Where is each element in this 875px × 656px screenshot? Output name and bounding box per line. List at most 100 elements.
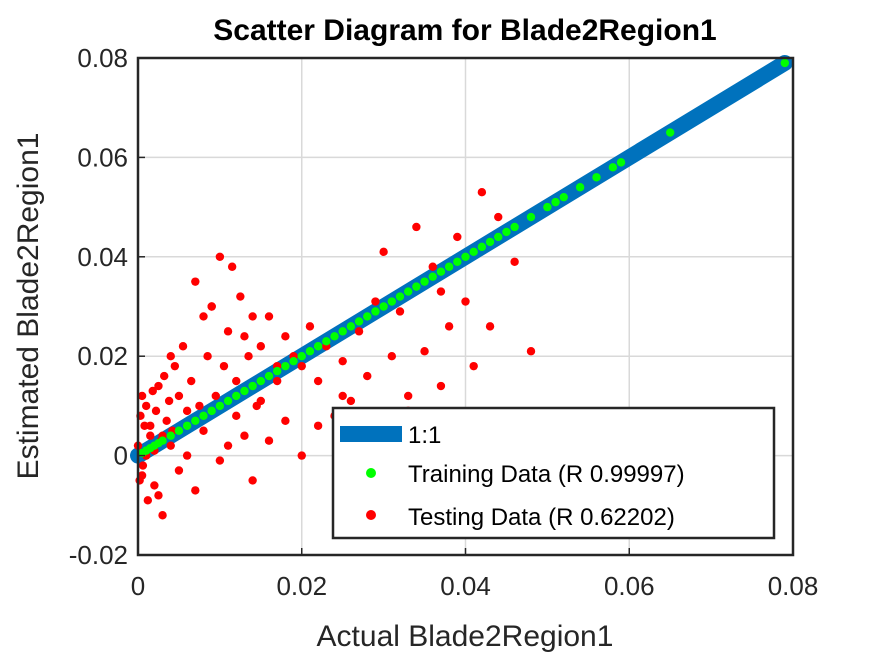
testing-point — [510, 257, 519, 266]
training-point — [608, 163, 618, 172]
training-point — [444, 262, 454, 271]
legend-marker-training — [366, 468, 376, 478]
training-point — [428, 272, 437, 281]
testing-point — [178, 342, 188, 351]
testing-point — [281, 332, 290, 341]
y-tick-label: 0.02 — [77, 341, 128, 371]
testing-point — [219, 361, 229, 371]
training-point — [199, 411, 208, 421]
testing-point — [199, 426, 208, 435]
testing-point — [150, 481, 159, 490]
data-series — [130, 54, 793, 520]
legend-marker-testing — [366, 510, 376, 520]
x-tick-label: 0.06 — [604, 571, 655, 601]
testing-point — [195, 401, 204, 411]
training-point — [387, 297, 397, 306]
training-point — [485, 237, 495, 247]
series-2 — [133, 187, 536, 520]
testing-point — [160, 371, 169, 381]
testing-point — [436, 287, 446, 296]
testing-point — [203, 352, 212, 361]
x-tick-label: 0.02 — [276, 571, 327, 601]
testing-point — [248, 312, 257, 321]
testing-point — [240, 431, 249, 440]
testing-point — [248, 476, 257, 485]
legend-label-line: 1:1 — [408, 422, 441, 449]
legend-label-training: Training Data (R 0.99997) — [408, 461, 685, 488]
testing-point — [313, 376, 323, 386]
testing-point — [207, 302, 216, 311]
training-point — [420, 277, 429, 286]
y-axis-label: Estimated Blade2Region1 — [12, 133, 45, 480]
testing-point — [191, 486, 200, 495]
training-point — [313, 342, 323, 351]
testing-point — [162, 416, 171, 426]
training-point — [166, 431, 175, 440]
testing-point — [174, 391, 184, 401]
testing-point — [151, 406, 161, 416]
training-point — [551, 197, 560, 207]
testing-point — [461, 297, 470, 306]
testing-point — [305, 322, 315, 331]
training-point — [322, 337, 331, 346]
testing-point — [199, 312, 208, 321]
training-point — [264, 371, 274, 381]
testing-point — [363, 371, 372, 381]
testing-point — [187, 376, 196, 386]
training-point — [575, 183, 585, 192]
testing-point — [191, 277, 200, 286]
training-point — [403, 287, 413, 296]
testing-point — [281, 416, 290, 426]
training-point — [494, 232, 503, 242]
testing-point — [215, 456, 225, 465]
testing-point — [170, 361, 180, 371]
training-point — [305, 347, 315, 356]
testing-point — [412, 222, 421, 232]
testing-point — [256, 396, 266, 406]
training-point — [780, 58, 790, 68]
training-point — [502, 227, 511, 237]
y-tick-label: 0.06 — [77, 142, 128, 172]
training-point — [379, 302, 388, 311]
testing-point — [264, 436, 274, 445]
training-point — [354, 317, 364, 326]
training-point — [182, 421, 192, 430]
training-point — [469, 247, 478, 257]
testing-point — [154, 381, 163, 391]
training-point — [297, 352, 306, 361]
y-tick-label: 0.04 — [77, 242, 128, 272]
training-point — [510, 222, 519, 232]
testing-point — [313, 421, 323, 430]
training-point — [559, 192, 568, 202]
x-tick-label: 0.04 — [440, 571, 491, 601]
testing-point — [227, 262, 237, 271]
testing-point — [146, 421, 155, 430]
legend-label-testing: Testing Data (R 0.62202) — [408, 504, 675, 531]
y-tick-label: -0.02 — [69, 540, 128, 570]
testing-point — [469, 361, 478, 371]
testing-point — [166, 441, 175, 450]
training-point — [248, 381, 257, 391]
testing-point — [174, 466, 184, 475]
training-point — [346, 322, 356, 331]
training-point — [363, 312, 372, 321]
training-point — [453, 257, 462, 266]
training-point — [256, 376, 266, 386]
testing-point — [137, 471, 147, 480]
training-point — [461, 252, 470, 261]
training-point — [207, 406, 216, 416]
testing-point — [494, 212, 503, 222]
testing-point — [236, 292, 245, 301]
testing-point — [403, 391, 413, 401]
training-point — [543, 202, 552, 212]
testing-point — [182, 451, 192, 460]
training-point — [477, 242, 487, 252]
x-tick-label: 0.08 — [768, 571, 819, 601]
testing-point — [354, 327, 364, 336]
legend: 1:1 Training Data (R 0.99997) Testing Da… — [331, 406, 776, 540]
testing-point — [146, 431, 155, 440]
training-point — [338, 327, 347, 336]
testing-point — [338, 356, 347, 366]
training-point — [371, 307, 380, 316]
